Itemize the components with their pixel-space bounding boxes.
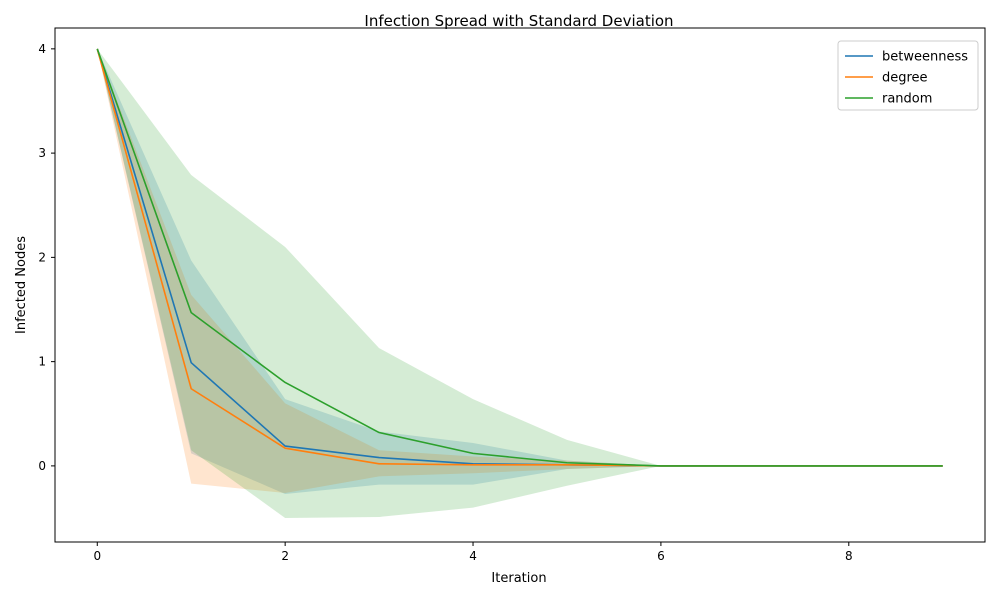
x-tick-label: 4 <box>469 549 477 563</box>
legend-label-degree: degree <box>882 71 928 86</box>
y-tick-label: 2 <box>38 250 46 264</box>
x-tick-label: 0 <box>93 549 101 563</box>
std-band-random <box>97 48 943 519</box>
series-lines <box>96 48 943 467</box>
legend-label-betweenness: betweenness <box>882 50 968 65</box>
y-tick-label: 0 <box>38 459 46 473</box>
series-line-random <box>96 48 943 467</box>
x-tick-label: 8 <box>845 549 853 563</box>
y-axis-ticks: 0 1 2 3 4 <box>38 42 55 473</box>
y-tick-label: 4 <box>38 42 46 56</box>
legend-box <box>837 40 979 111</box>
x-tick-label: 6 <box>657 549 665 563</box>
chart-title: Infection Spread with Standard Deviation <box>364 12 673 30</box>
x-axis-label: Iteration <box>491 571 546 586</box>
y-tick-label: 1 <box>38 355 46 369</box>
x-tick-label: 2 <box>281 549 289 563</box>
plot-frame <box>54 27 986 543</box>
legend: betweenness degree random <box>837 40 979 111</box>
std-bands <box>97 48 943 519</box>
y-tick-label: 3 <box>38 146 46 160</box>
x-axis-ticks: 0 2 4 6 8 <box>93 542 853 563</box>
y-axis-label: Infected Nodes <box>14 236 29 334</box>
legend-label-random: random <box>882 92 932 107</box>
